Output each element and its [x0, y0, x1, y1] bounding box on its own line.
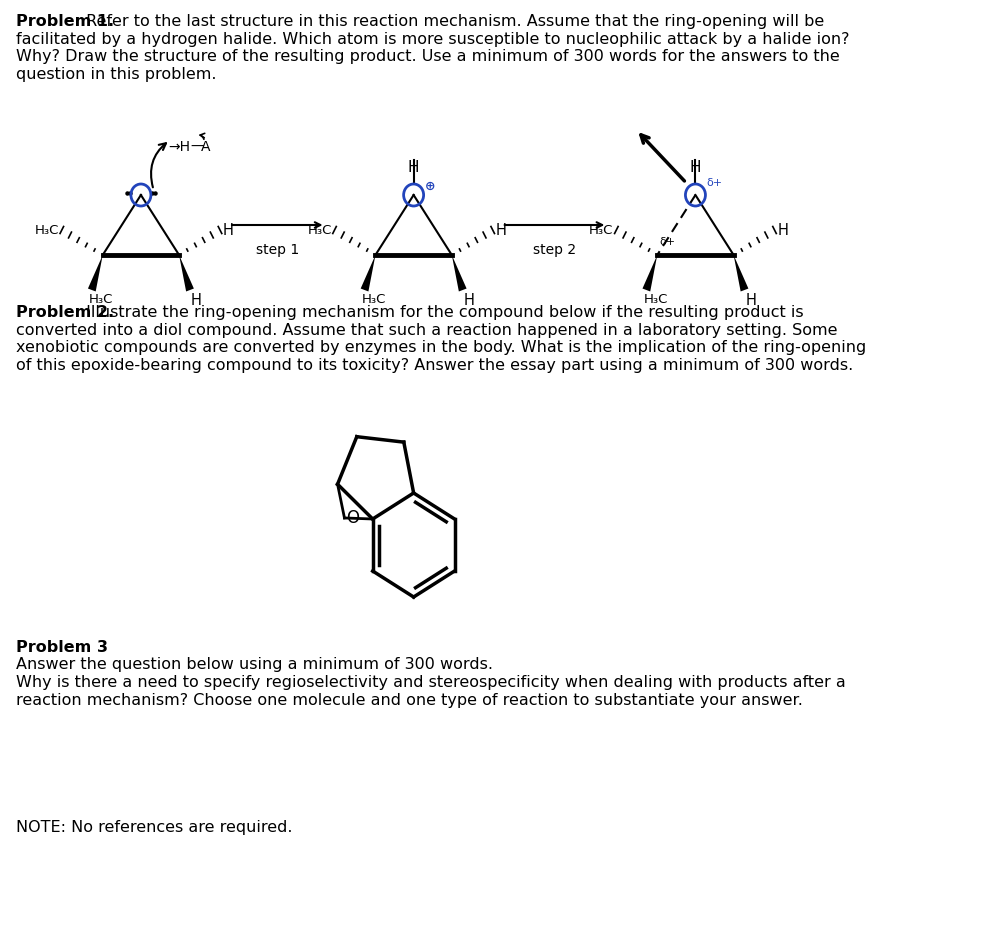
Text: O: O — [346, 509, 359, 527]
Text: H: H — [464, 293, 474, 308]
Text: H₃C: H₃C — [35, 224, 59, 236]
FancyArrowPatch shape — [200, 134, 205, 139]
Polygon shape — [734, 255, 748, 291]
Text: Why? Draw the structure of the resulting product. Use a minimum of 300 words for: Why? Draw the structure of the resulting… — [16, 49, 840, 64]
Text: step 2: step 2 — [533, 243, 576, 257]
Text: H₃C: H₃C — [589, 224, 614, 236]
FancyArrowPatch shape — [641, 135, 685, 181]
Text: converted into a diol compound. Assume that such a reaction happened in a labora: converted into a diol compound. Assume t… — [16, 322, 838, 337]
Text: Problem 1.: Problem 1. — [16, 14, 115, 29]
Text: Problem 2.: Problem 2. — [16, 305, 115, 320]
Text: H: H — [690, 159, 702, 174]
Text: Why is there a need to specify regioselectivity and stereospecificity when deali: Why is there a need to specify regiosele… — [16, 675, 846, 690]
Polygon shape — [643, 255, 658, 291]
Text: H: H — [191, 293, 202, 308]
Text: A: A — [201, 140, 211, 154]
Polygon shape — [179, 255, 194, 291]
Text: ⊕: ⊕ — [424, 179, 435, 192]
Text: —: — — [190, 140, 204, 154]
FancyArrowPatch shape — [151, 143, 166, 188]
Text: H₃C: H₃C — [307, 224, 331, 236]
Text: H: H — [777, 223, 788, 238]
Text: Illustrate the ring-opening mechanism for the compound below if the resulting pr: Illustrate the ring-opening mechanism fo… — [81, 305, 803, 320]
Text: →H: →H — [169, 140, 191, 154]
Polygon shape — [88, 255, 103, 291]
Text: question in this problem.: question in this problem. — [16, 66, 217, 82]
Text: Problem 3: Problem 3 — [16, 640, 109, 655]
Text: Refer to the last structure in this reaction mechanism. Assume that the ring-ope: Refer to the last structure in this reac… — [81, 14, 824, 29]
Text: xenobiotic compounds are converted by enzymes in the body. What is the implicati: xenobiotic compounds are converted by en… — [16, 340, 866, 355]
Text: step 1: step 1 — [255, 243, 298, 257]
Text: H: H — [495, 223, 506, 238]
Text: δ+: δ+ — [659, 237, 676, 247]
Text: H₃C: H₃C — [362, 293, 386, 306]
Polygon shape — [360, 255, 375, 291]
Text: H: H — [223, 223, 234, 238]
Text: H: H — [746, 293, 756, 308]
Text: δ+: δ+ — [707, 178, 723, 188]
Text: of this epoxide-bearing compound to its toxicity? Answer the essay part using a : of this epoxide-bearing compound to its … — [16, 357, 853, 373]
Text: Answer the question below using a minimum of 300 words.: Answer the question below using a minimu… — [16, 658, 493, 672]
Text: NOTE: No references are required.: NOTE: No references are required. — [16, 820, 292, 835]
Text: H₃C: H₃C — [644, 293, 668, 306]
Text: reaction mechanism? Choose one molecule and one type of reaction to substantiate: reaction mechanism? Choose one molecule … — [16, 692, 803, 707]
Text: H₃C: H₃C — [89, 293, 114, 306]
Text: facilitated by a hydrogen halide. Which atom is more susceptible to nucleophilic: facilitated by a hydrogen halide. Which … — [16, 31, 850, 46]
Text: H: H — [408, 159, 419, 174]
Polygon shape — [452, 255, 467, 291]
